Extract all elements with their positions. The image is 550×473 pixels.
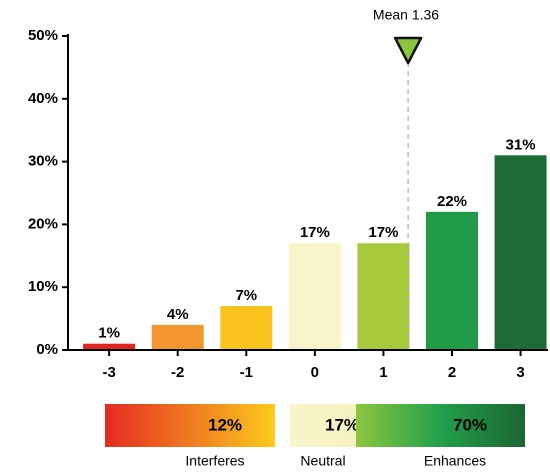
bar xyxy=(151,324,204,350)
x-tick-label: 2 xyxy=(448,364,456,381)
summary-name: Neutral xyxy=(300,453,345,469)
y-tick-label: 20% xyxy=(28,215,58,232)
value-label: 1% xyxy=(98,325,120,342)
value-label: 17% xyxy=(300,224,330,241)
value-label: 31% xyxy=(506,136,536,153)
summary-value: 17% xyxy=(325,415,359,434)
x-tick-label: -2 xyxy=(171,364,184,381)
value-label: 22% xyxy=(437,193,467,210)
value-label: 17% xyxy=(368,224,398,241)
y-tick-label: 0% xyxy=(36,341,58,358)
x-tick-label: -3 xyxy=(102,364,115,381)
summary-name: Enhances xyxy=(424,453,486,469)
value-label: 7% xyxy=(235,287,257,304)
y-tick-label: 10% xyxy=(28,278,58,295)
bar xyxy=(494,155,547,350)
summary-value: 12% xyxy=(208,415,242,434)
y-tick-label: 40% xyxy=(28,90,58,107)
x-tick-label: 0 xyxy=(311,364,319,381)
x-tick-label: 3 xyxy=(516,364,524,381)
bar xyxy=(83,343,136,350)
summary-segment xyxy=(290,404,356,447)
summary-name: Interferes xyxy=(185,453,244,469)
bar xyxy=(220,306,273,350)
value-label: 4% xyxy=(167,306,189,323)
y-tick-label: 30% xyxy=(28,153,58,170)
bar xyxy=(357,243,410,350)
mean-label: Mean 1.36 xyxy=(373,7,439,23)
summary-value: 70% xyxy=(453,415,487,434)
mean-marker xyxy=(393,36,423,65)
bar xyxy=(426,211,478,350)
bar xyxy=(288,243,341,350)
x-tick-label: -1 xyxy=(240,364,253,381)
summary-segment xyxy=(356,404,525,447)
x-tick-label: 1 xyxy=(379,364,387,381)
y-tick-label: 50% xyxy=(28,27,58,44)
summary-segment xyxy=(105,404,275,447)
